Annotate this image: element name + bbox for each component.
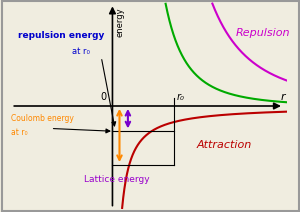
Text: r₀: r₀ xyxy=(177,92,185,102)
Text: Repulsion: Repulsion xyxy=(236,28,291,38)
Text: r: r xyxy=(280,92,285,102)
Text: Lattice energy: Lattice energy xyxy=(84,174,150,184)
Text: at r₀: at r₀ xyxy=(11,128,28,137)
Text: Coulomb energy: Coulomb energy xyxy=(11,114,74,123)
Text: 0: 0 xyxy=(101,92,107,102)
Text: energy: energy xyxy=(116,8,125,37)
Text: at r₀: at r₀ xyxy=(72,47,90,56)
Text: Attraction: Attraction xyxy=(197,140,252,150)
Text: repulsion energy: repulsion energy xyxy=(18,31,104,40)
